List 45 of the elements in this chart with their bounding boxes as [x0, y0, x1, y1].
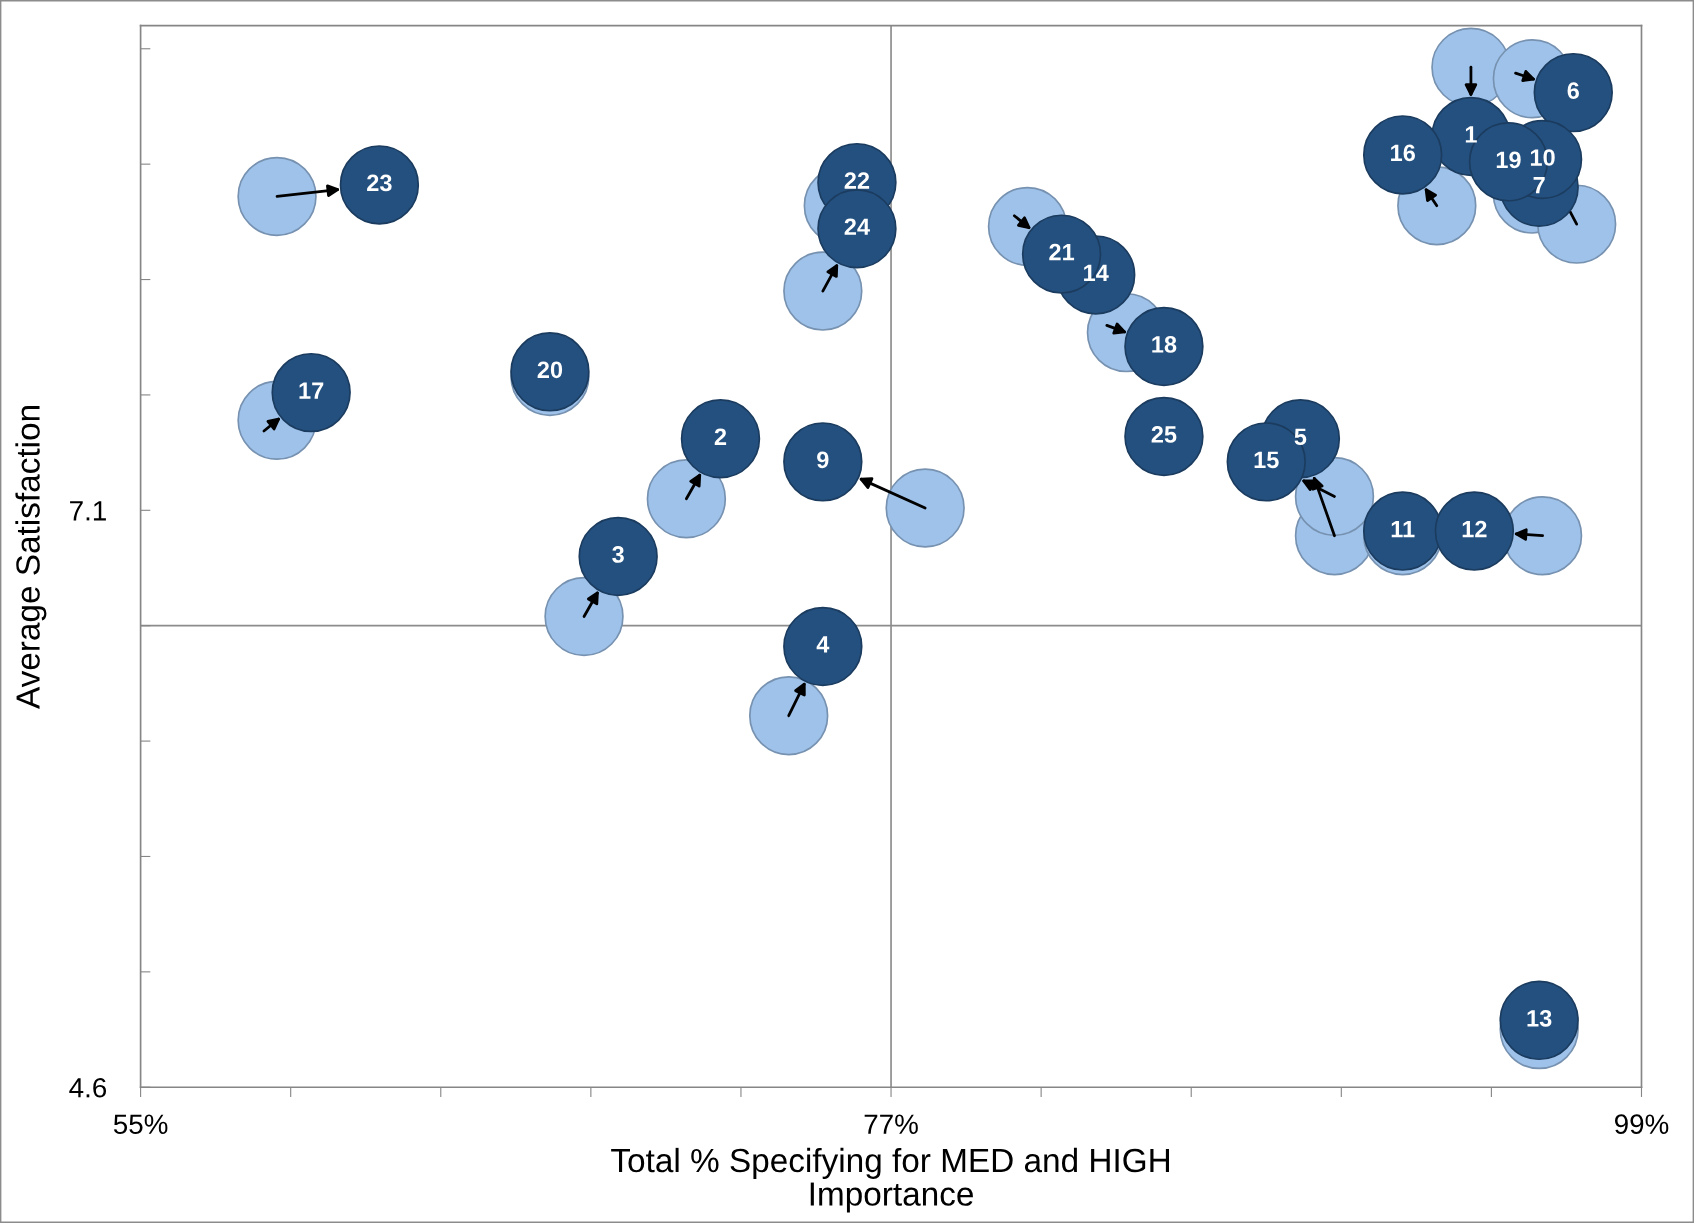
annotation: 12: [1462, 520, 1487, 538]
annotation: 23: [367, 174, 392, 192]
point: [783, 251, 863, 331]
y-axis-title: Average Satisfaction: [15, 406, 47, 709]
point: [578, 516, 658, 597]
point: [817, 189, 897, 269]
annotation: 14: [1084, 264, 1109, 282]
point: [271, 352, 351, 433]
annotation: 21: [1049, 243, 1075, 261]
point: [885, 468, 965, 548]
annotation: 4: [816, 636, 830, 653]
x-tick-label: 55%: [113, 1114, 168, 1135]
point: [748, 675, 829, 756]
point: [646, 459, 727, 539]
point: [237, 156, 317, 237]
annotation: 24: [844, 218, 870, 235]
x-axis-title: Total % Specifying for MED and HIGH Importance: [611, 1147, 1169, 1213]
annotation: 13: [1527, 1009, 1552, 1027]
point: [339, 145, 420, 225]
point: [1499, 980, 1579, 1061]
annotation: 22: [844, 172, 870, 189]
point: [1533, 52, 1613, 133]
point: [783, 422, 863, 502]
annotation: 6: [1567, 82, 1579, 99]
point: [1434, 491, 1515, 571]
point: [1362, 115, 1443, 195]
point: [1124, 306, 1204, 387]
y-tick-label: 4.6: [69, 1077, 107, 1098]
annotation: 3: [612, 546, 624, 563]
annotation: 17: [299, 382, 324, 399]
x-tick-label: 77%: [864, 1114, 918, 1134]
annotation: 1: [1465, 126, 1477, 143]
x-tick-label: 99%: [1614, 1114, 1669, 1135]
point: [1124, 396, 1204, 477]
point: [544, 576, 624, 657]
annotation: 18: [1152, 336, 1177, 353]
annotation: 5: [1294, 428, 1307, 446]
annotation: 9: [817, 451, 829, 469]
point: [783, 606, 863, 687]
annotation: 2: [714, 428, 727, 445]
point: [680, 399, 761, 479]
annotation: 15: [1254, 451, 1279, 469]
annotation: 25: [1151, 426, 1177, 443]
y-tick-label: 7.1: [70, 501, 106, 521]
annotation: 16: [1391, 144, 1415, 162]
